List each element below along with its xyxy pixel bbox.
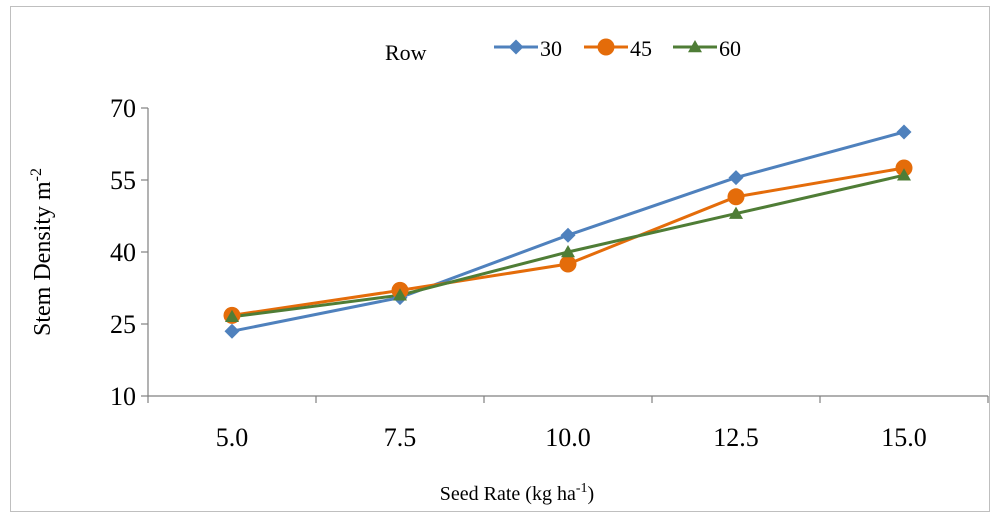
data-point-45 <box>727 188 745 206</box>
y-tick-label: 55 <box>110 166 136 195</box>
data-point-60 <box>393 288 407 301</box>
data-point-45 <box>559 255 577 273</box>
y-tick-label: 10 <box>110 382 136 411</box>
legend-label-45: 45 <box>630 36 652 61</box>
legend-marker-60 <box>688 40 702 53</box>
x-axis-title-superscript: -1 <box>576 481 588 496</box>
data-point-60 <box>561 245 575 258</box>
data-point-30 <box>560 227 576 243</box>
x-tick-label: 5.0 <box>216 423 249 452</box>
data-point-60 <box>225 309 239 323</box>
y-axis-title: Stem Density m-2 <box>28 168 56 336</box>
data-point-60 <box>729 206 743 219</box>
legend-marker-45 <box>597 38 615 56</box>
y-axis-title-text: Stem Density m <box>30 181 56 336</box>
data-point-45 <box>895 159 913 177</box>
x-tick-label: 15.0 <box>881 423 927 452</box>
data-point-30 <box>896 124 912 140</box>
x-axis-title-text: Seed Rate (kg ha <box>440 483 576 505</box>
x-axis-title-end: ) <box>588 483 595 505</box>
data-point-30 <box>224 323 240 339</box>
x-tick-label: 7.5 <box>384 423 417 452</box>
legend-label-30: 30 <box>540 36 562 61</box>
x-tick-label: 12.5 <box>713 423 759 452</box>
data-point-60 <box>897 168 911 181</box>
plot-area: 10 25 40 55 70 5.0 7.5 10.0 12.5 15.0 <box>110 94 989 452</box>
x-axis-title: Seed Rate (kg ha-1) <box>440 481 594 505</box>
legend-title: Row <box>385 40 427 65</box>
y-tick-label: 25 <box>110 310 136 339</box>
legend-label-60: 60 <box>719 36 741 61</box>
y-tick-label: 40 <box>110 238 136 267</box>
legend: Row 30 45 60 <box>385 36 741 65</box>
y-axis-title-superscript: -2 <box>28 168 45 181</box>
legend-marker-30 <box>508 39 524 55</box>
y-tick-label: 70 <box>110 94 136 123</box>
data-point-30 <box>728 170 744 186</box>
x-tick-label: 10.0 <box>545 423 591 452</box>
